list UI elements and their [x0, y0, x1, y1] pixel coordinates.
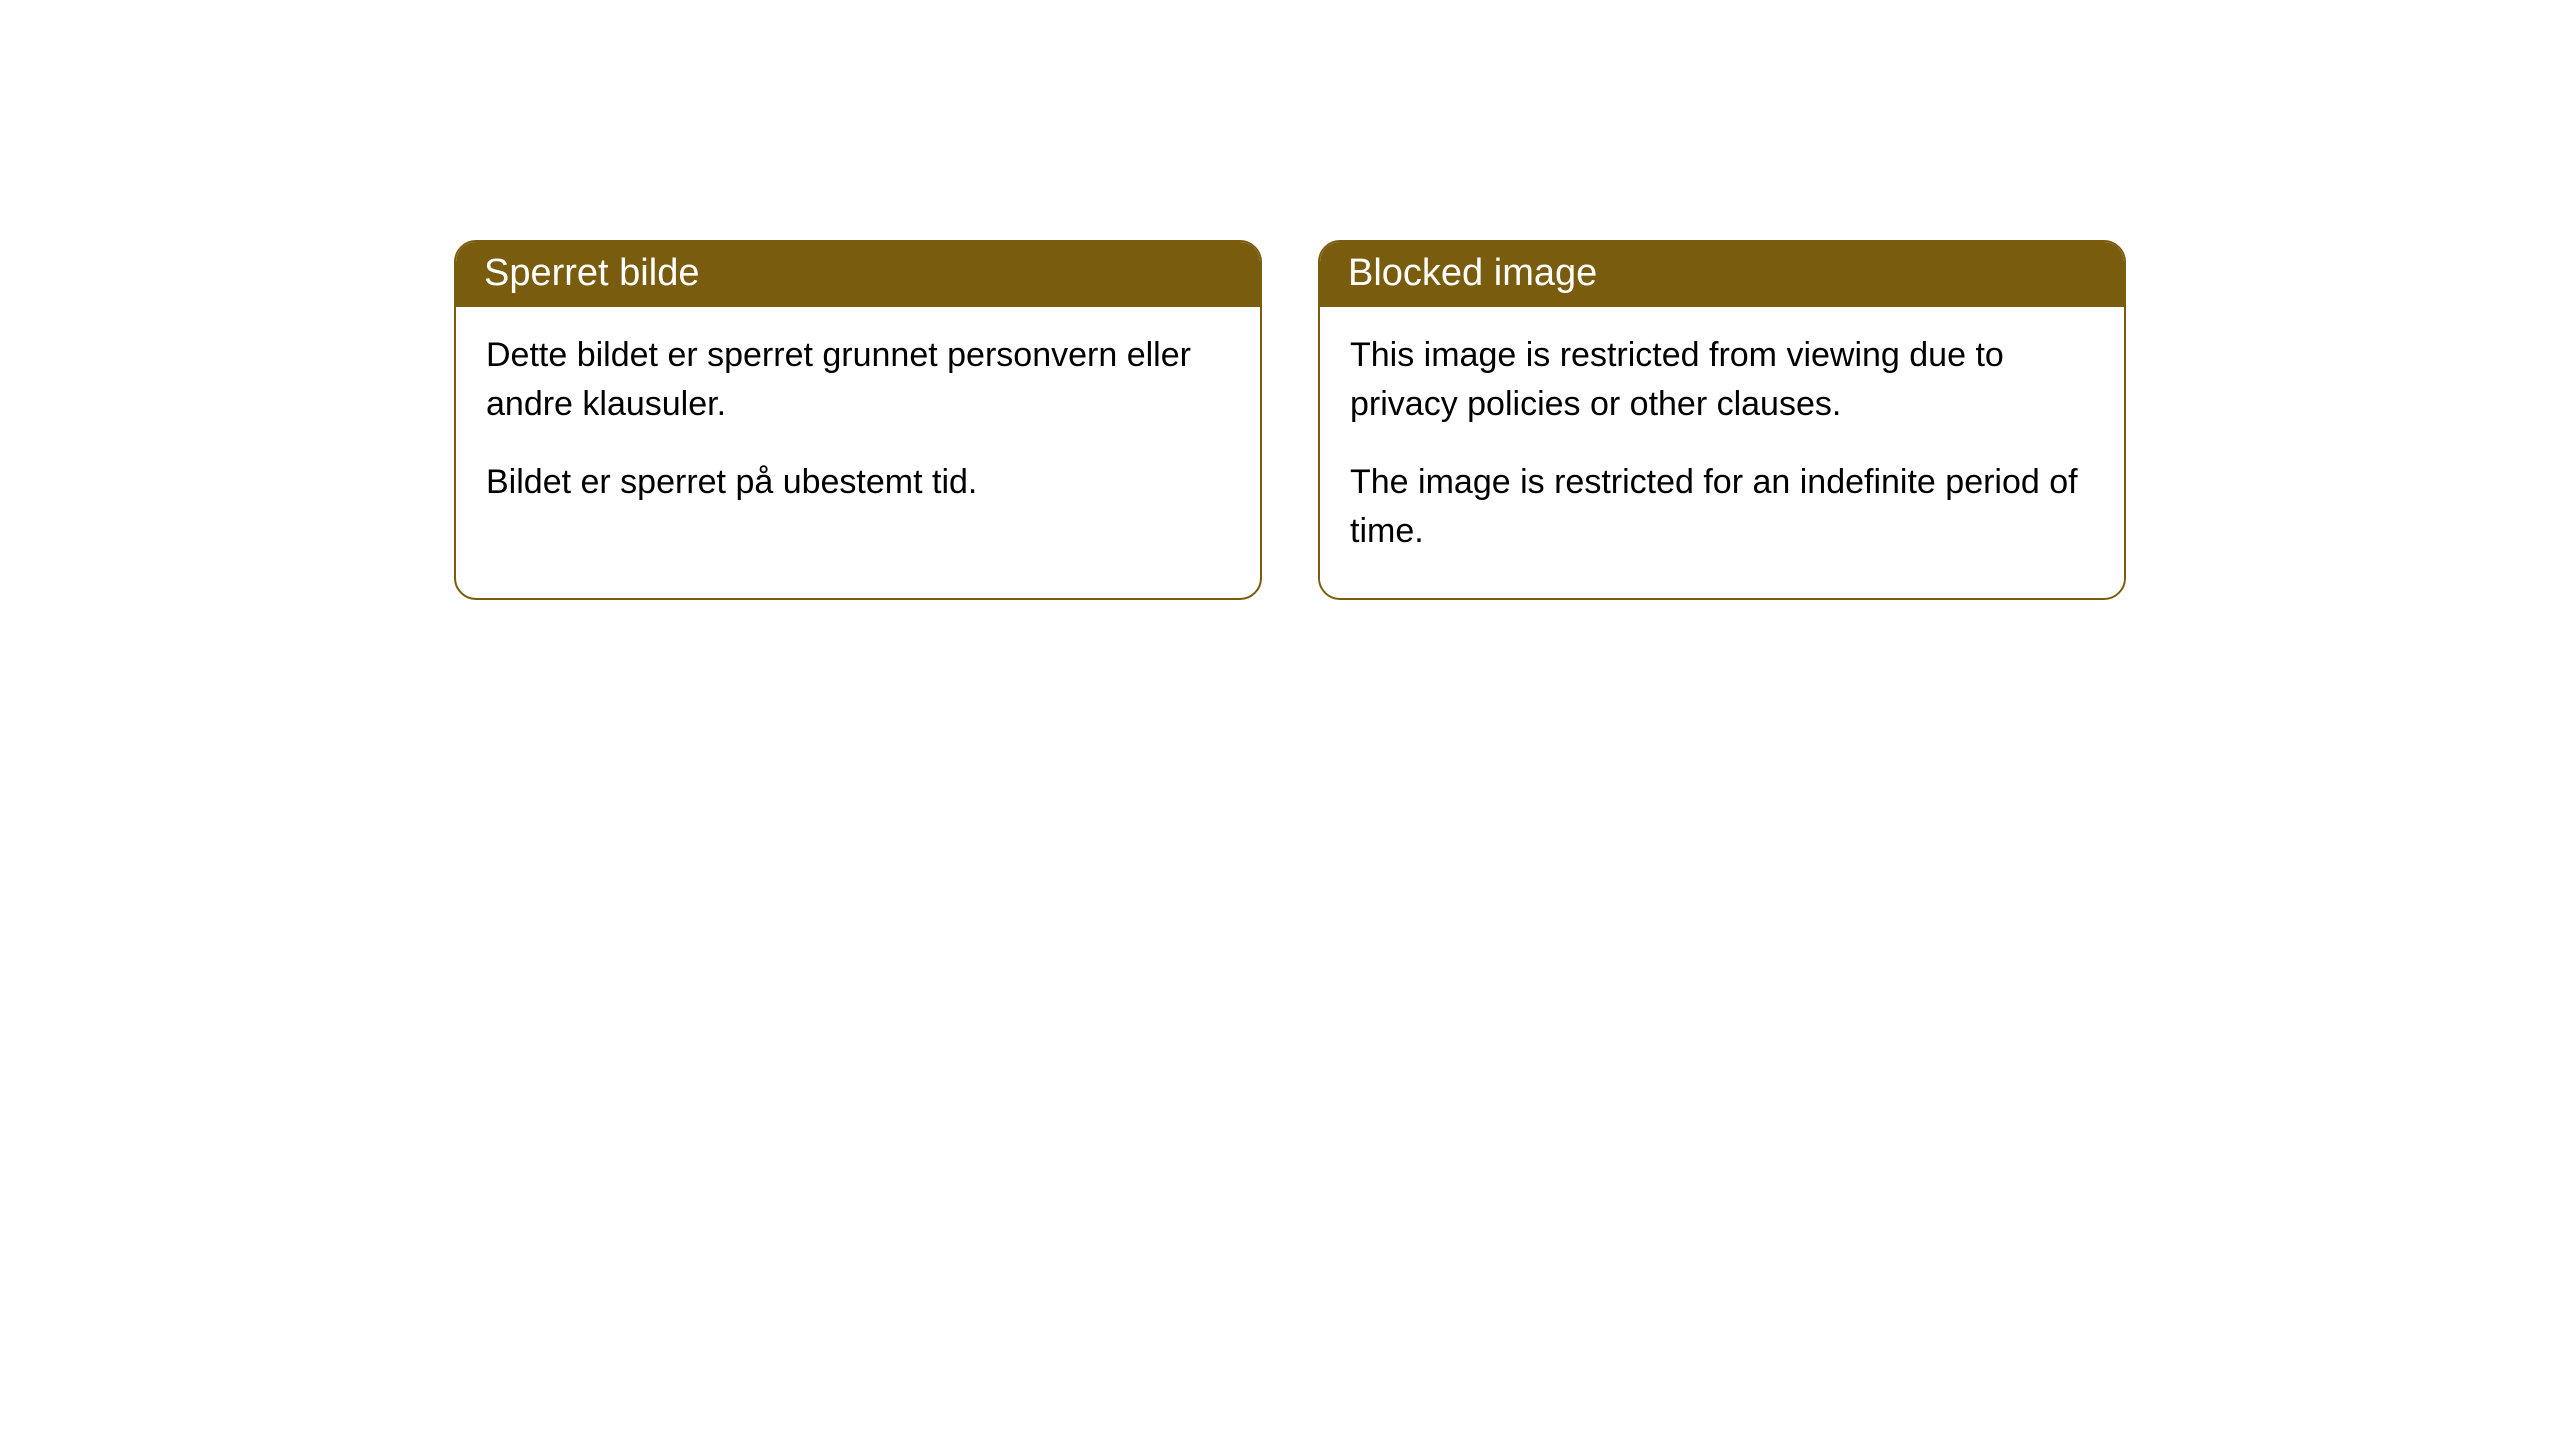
card-title: Blocked image: [1348, 252, 1597, 294]
card-paragraph-1: This image is restricted from viewing du…: [1350, 331, 2094, 430]
card-paragraph-1: Dette bildet er sperret grunnet personve…: [486, 331, 1230, 430]
card-paragraph-2: The image is restricted for an indefinit…: [1350, 458, 2094, 557]
cards-container: Sperret bilde Dette bildet er sperret gr…: [454, 240, 2126, 600]
card-paragraph-2: Bildet er sperret på ubestemt tid.: [486, 458, 1230, 507]
blocked-image-card-norwegian: Sperret bilde Dette bildet er sperret gr…: [454, 240, 1262, 600]
card-body: This image is restricted from viewing du…: [1320, 307, 2124, 598]
card-header: Blocked image: [1320, 242, 2124, 307]
card-body: Dette bildet er sperret grunnet personve…: [456, 307, 1260, 549]
card-title: Sperret bilde: [484, 252, 699, 294]
blocked-image-card-english: Blocked image This image is restricted f…: [1318, 240, 2126, 600]
card-header: Sperret bilde: [456, 242, 1260, 307]
